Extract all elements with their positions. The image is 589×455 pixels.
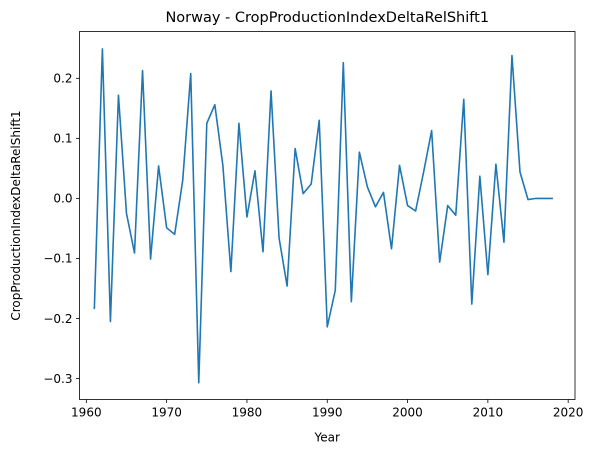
data-point	[494, 163, 497, 166]
data-point	[326, 325, 329, 328]
data-point	[181, 179, 184, 182]
data-point	[93, 307, 96, 310]
x-axis-label: Year	[314, 431, 340, 445]
data-point	[414, 210, 417, 213]
x-tick-label: 1980	[232, 406, 263, 420]
data-point	[310, 182, 313, 185]
data-point	[430, 129, 433, 132]
x-tick-label: 2010	[473, 406, 504, 420]
data-point	[221, 164, 224, 167]
data-point	[382, 191, 385, 194]
y-tick-label: −0.1	[43, 252, 72, 266]
x-axis: 1960 1970 1980 1990 2000 2010 2020	[71, 399, 584, 420]
y-tick-label: 0.1	[53, 132, 72, 146]
data-point	[478, 175, 481, 178]
data-point	[165, 226, 168, 229]
data-point	[422, 170, 425, 173]
data-point	[486, 273, 489, 276]
data-point	[109, 320, 112, 323]
data-point	[342, 61, 345, 64]
data-point	[117, 94, 120, 97]
data-point	[245, 216, 248, 219]
data-point	[454, 214, 457, 217]
y-axis-label: CropProductionIndexDeltaRelShift1	[9, 110, 23, 320]
data-point	[406, 204, 409, 207]
x-tick-label: 1970	[151, 406, 182, 420]
data-point	[390, 247, 393, 250]
data-point	[318, 119, 321, 122]
x-tick-label: 2020	[553, 406, 584, 420]
data-point	[446, 204, 449, 207]
data-point	[502, 241, 505, 244]
y-tick-label: −0.2	[43, 312, 72, 326]
data-point	[470, 303, 473, 306]
data-point	[294, 147, 297, 150]
data-point	[189, 72, 192, 75]
data-point	[141, 69, 144, 72]
data-point	[205, 122, 208, 125]
data-point	[527, 198, 530, 201]
chart-title: Norway - CropProductionIndexDeltaRelShif…	[165, 10, 489, 26]
data-point	[101, 47, 104, 50]
series-line	[93, 48, 553, 384]
data-point	[366, 185, 369, 188]
data-point	[229, 270, 232, 273]
x-tick-label: 1960	[71, 406, 102, 420]
data-point	[278, 237, 281, 240]
data-point	[358, 151, 361, 154]
data-point	[157, 164, 160, 167]
data-point	[462, 98, 465, 101]
data-point	[438, 261, 441, 264]
data-point	[197, 381, 200, 384]
data-point	[125, 212, 128, 215]
y-tick-label: 0.2	[53, 72, 72, 86]
data-point	[133, 252, 136, 255]
data-point	[510, 54, 513, 57]
data-point	[237, 122, 240, 125]
data-point	[551, 197, 554, 200]
data-point	[374, 205, 377, 208]
data-point	[543, 197, 546, 200]
data-point	[270, 89, 273, 92]
data-point	[398, 164, 401, 167]
data-point	[286, 285, 289, 288]
data-point	[149, 258, 152, 261]
x-tick-label: 1990	[312, 406, 343, 420]
data-point	[262, 250, 265, 253]
data-point	[334, 289, 337, 292]
data-point	[253, 169, 256, 172]
data-point	[535, 197, 538, 200]
data-point	[302, 192, 305, 195]
y-axis: −0.3 −0.2 −0.1 0.0 0.1 0.2	[43, 72, 80, 386]
x-tick-label: 2000	[392, 406, 423, 420]
y-tick-label: 0.0	[53, 192, 72, 206]
data-point	[173, 233, 176, 236]
data-point	[213, 103, 216, 106]
y-tick-label: −0.3	[43, 372, 72, 386]
data-point	[350, 300, 353, 303]
data-point	[518, 170, 521, 173]
